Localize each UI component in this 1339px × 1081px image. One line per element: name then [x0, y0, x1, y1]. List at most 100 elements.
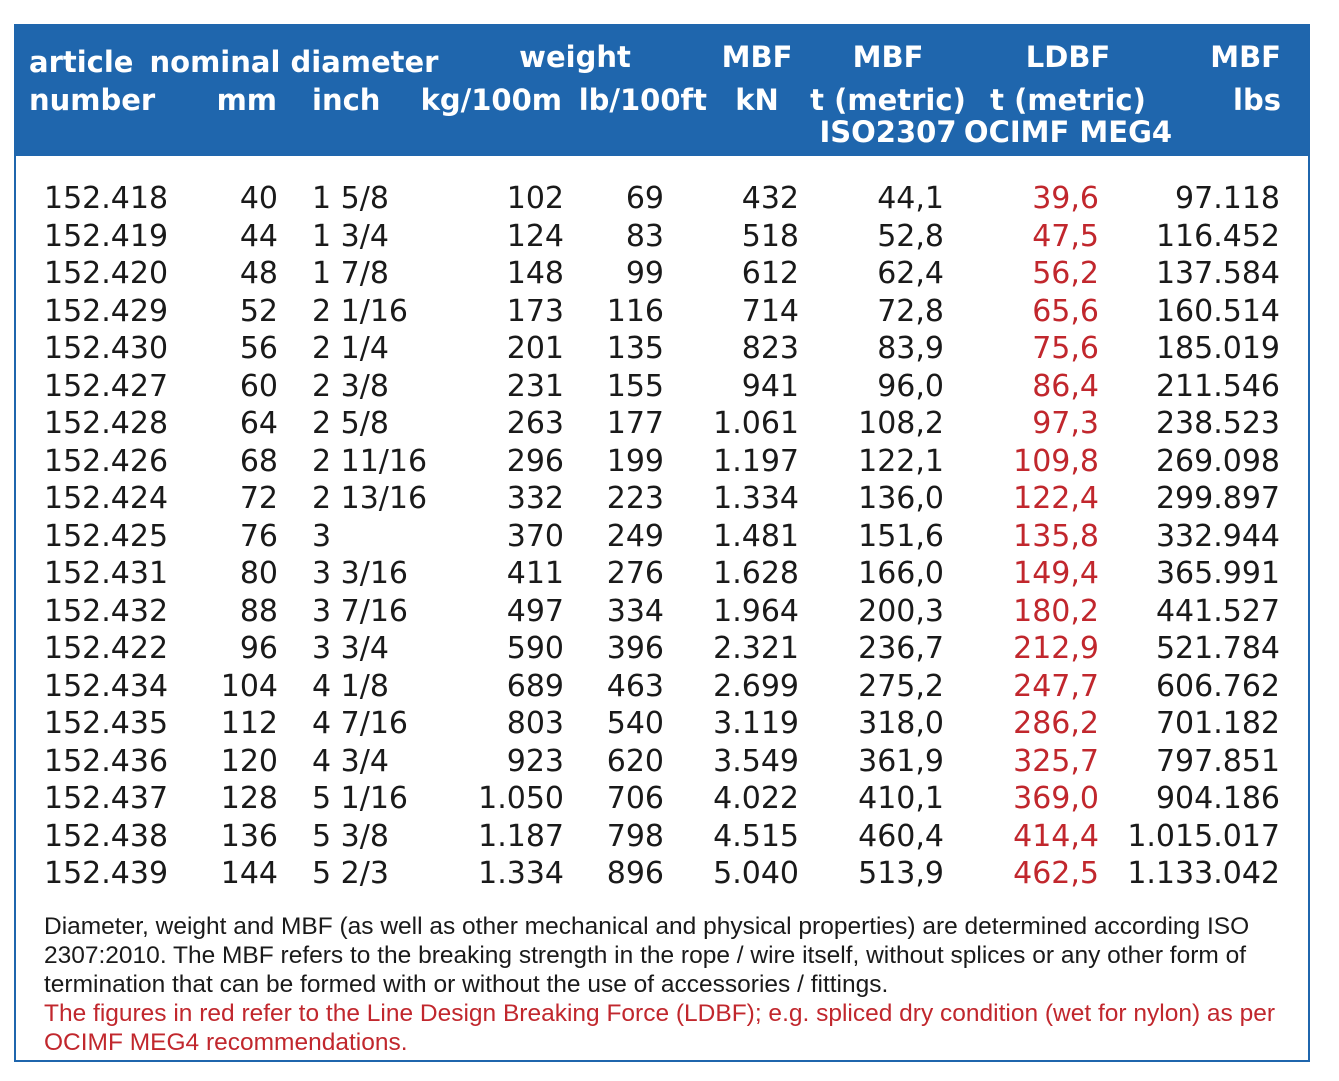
cell-mbf-t: 318,0	[858, 706, 944, 741]
cell-ldbf-t: 86,4	[1032, 368, 1099, 404]
header-kg-per-100m: kg/100m	[420, 83, 562, 117]
cell-weight-lb: 177	[606, 406, 664, 441]
cell-ldbf-t: 414,4	[1013, 818, 1099, 854]
header-mbf-kn-line2: kN	[735, 83, 779, 117]
header-mm: mm	[216, 83, 277, 117]
table-row: 152.418 40 1 5/8 102 69 432 44,1 39,6 97.118	[0, 180, 1339, 217]
cell-mbf-t: 151,6	[858, 518, 944, 554]
cell-article-number: 152.430	[44, 331, 169, 366]
cell-article-number: 152.431	[44, 556, 169, 591]
table-row: 152.419 44 1 3/4 124 83 518 52,8 47,5 116.452	[0, 218, 1339, 255]
cell-ldbf-t: 75,6	[1032, 331, 1099, 366]
cell-diameter-inch: 5 1/16	[312, 781, 408, 816]
cell-weight-kg: 332	[506, 481, 564, 516]
cell-diameter-mm: 76	[239, 518, 278, 554]
cell-weight-kg: 124	[506, 218, 564, 254]
cell-mbf-t: 62,4	[877, 256, 944, 291]
table-row: 152.422 96 3 3/4 590 396 2.321 236,7 212,9 521.7…	[0, 630, 1339, 667]
cell-weight-kg: 370	[506, 518, 564, 554]
table-row: 152.437 128 5 1/16 1.050 706 4.022 410,1 369,0 9…	[0, 780, 1339, 817]
cell-diameter-mm: 52	[239, 293, 278, 329]
cell-mbf-t: 122,1	[858, 443, 944, 479]
cell-diameter-inch: 3	[312, 518, 332, 554]
cell-diameter-mm: 48	[239, 256, 278, 291]
cell-mbf-lbs: 332.944	[1155, 518, 1280, 554]
table-row: 152.432 88 3 7/16 497 334 1.964 200,3 180,2 441.…	[0, 593, 1339, 630]
cell-mbf-t: 72,8	[877, 293, 944, 329]
cell-weight-kg: 411	[506, 556, 564, 591]
cell-mbf-kn: 4.022	[713, 781, 799, 816]
footnote: Diameter, weight and MBF (as well as oth…	[44, 912, 1304, 1057]
header-article-line1: article	[29, 45, 134, 79]
cell-article-number: 152.419	[44, 218, 169, 254]
table-row: 152.435 112 4 7/16 803 540 3.119 318,0 286,2 701…	[0, 705, 1339, 742]
cell-mbf-t: 200,3	[858, 593, 944, 629]
cell-diameter-mm: 44	[239, 218, 278, 254]
cell-diameter-inch: 2 3/8	[312, 368, 389, 404]
cell-mbf-t: 361,9	[858, 743, 944, 779]
cell-mbf-lbs: 904.186	[1155, 781, 1280, 816]
cell-weight-kg: 296	[506, 443, 564, 479]
header-article-line2: number	[29, 83, 156, 117]
cell-mbf-lbs: 365.991	[1155, 556, 1280, 591]
cell-mbf-kn: 714	[741, 293, 799, 329]
cell-mbf-kn: 1.964	[713, 593, 799, 629]
cell-mbf-kn: 941	[741, 368, 799, 404]
cell-article-number: 152.429	[44, 293, 169, 329]
cell-mbf-kn: 1.628	[713, 556, 799, 591]
cell-mbf-t: 513,9	[858, 856, 944, 891]
cell-article-number: 152.432	[44, 593, 169, 629]
cell-mbf-kn: 4.515	[713, 818, 799, 854]
cell-mbf-t: 96,0	[877, 368, 944, 404]
cell-mbf-lbs: 521.784	[1155, 631, 1280, 666]
cell-mbf-t: 166,0	[858, 556, 944, 591]
header-lb-per-100ft: lb/100ft	[578, 83, 707, 117]
table-row: 152.428 64 2 5/8 263 177 1.061 108,2 97,3 238.52…	[0, 405, 1339, 442]
cell-ldbf-t: 65,6	[1032, 293, 1099, 329]
cell-diameter-mm: 80	[239, 556, 278, 591]
cell-mbf-kn: 5.040	[713, 856, 799, 891]
cell-ldbf-t: 47,5	[1032, 218, 1099, 254]
cell-article-number: 152.439	[44, 856, 169, 891]
cell-mbf-kn: 2.321	[713, 631, 799, 666]
cell-mbf-kn: 1.334	[713, 481, 799, 516]
cell-weight-kg: 201	[506, 331, 564, 366]
table-row: 152.426 68 2 11/16 296 199 1.197 122,1 109,8 269…	[0, 443, 1339, 480]
header-mbf-t-line1: MBF	[852, 40, 924, 74]
cell-weight-kg: 689	[506, 668, 564, 704]
cell-diameter-inch: 2 5/8	[312, 406, 389, 441]
table-row: 152.438 136 5 3/8 1.187 798 4.515 460,4 414,4 1.…	[0, 818, 1339, 855]
cell-article-number: 152.426	[44, 443, 169, 479]
footnote-ldbf-text: The figures in red refer to the Line Des…	[44, 1000, 1276, 1056]
cell-mbf-t: 410,1	[858, 781, 944, 816]
cell-article-number: 152.436	[44, 743, 169, 779]
cell-mbf-lbs: 97.118	[1175, 181, 1280, 216]
cell-mbf-kn: 1.061	[713, 406, 799, 441]
cell-weight-kg: 263	[506, 406, 564, 441]
cell-mbf-kn: 3.119	[713, 706, 799, 741]
cell-weight-lb: 199	[606, 443, 664, 479]
cell-diameter-inch: 2 11/16	[312, 443, 428, 479]
cell-article-number: 152.428	[44, 406, 169, 441]
cell-article-number: 152.438	[44, 818, 169, 854]
cell-diameter-inch: 1 3/4	[312, 218, 389, 254]
cell-mbf-t: 44,1	[877, 181, 944, 216]
table-row: 152.436 120 4 3/4 923 620 3.549 361,9 325,7 797.…	[0, 743, 1339, 780]
cell-mbf-t: 136,0	[858, 481, 944, 516]
cell-article-number: 152.422	[44, 631, 169, 666]
table-row: 152.427 60 2 3/8 231 155 941 96,0 86,4 211.546	[0, 368, 1339, 405]
cell-diameter-inch: 4 1/8	[312, 668, 389, 704]
cell-mbf-lbs: 797.851	[1155, 743, 1280, 779]
cell-ldbf-t: 149,4	[1013, 556, 1099, 591]
cell-diameter-mm: 96	[239, 631, 278, 666]
table-row: 152.425 76 3 370 249 1.481 151,6 135,8 332.944	[0, 518, 1339, 555]
cell-mbf-lbs: 160.514	[1155, 293, 1280, 329]
cell-ldbf-t: 325,7	[1013, 743, 1099, 779]
cell-article-number: 152.434	[44, 668, 169, 704]
cell-diameter-mm: 60	[239, 368, 278, 404]
cell-weight-lb: 334	[606, 593, 664, 629]
cell-article-number: 152.418	[44, 181, 169, 216]
cell-mbf-kn: 3.549	[713, 743, 799, 779]
cell-weight-lb: 396	[606, 631, 664, 666]
cell-diameter-inch: 1 7/8	[312, 256, 389, 291]
